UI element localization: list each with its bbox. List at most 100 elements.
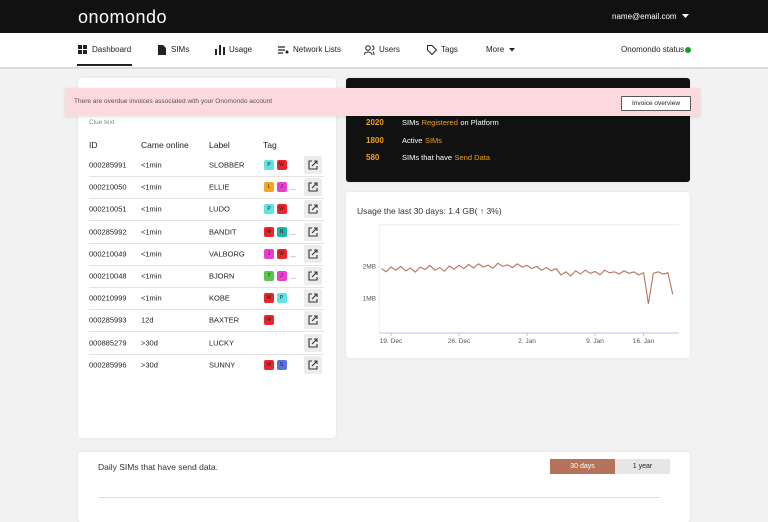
open-button[interactable]: [304, 333, 322, 352]
tag-chip: S: [276, 359, 287, 370]
y-tick-label: 2MB: [363, 264, 376, 271]
came-online: <1min: [141, 249, 162, 259]
sim-id: 000210048: [89, 271, 127, 281]
tag-chip: W: [264, 315, 274, 326]
nav-item[interactable]: Usage: [229, 45, 253, 54]
sim-id: 000285993: [89, 315, 127, 325]
nav-icon: [278, 46, 289, 54]
banner-message: There are overdue invoices associated wi…: [74, 98, 272, 105]
tag-more: ...: [290, 274, 296, 281]
stat-text: Send Data: [454, 153, 490, 162]
nav-icon: [215, 45, 225, 55]
row-divider: [89, 331, 324, 333]
x-tick-label: 26. Dec: [448, 338, 471, 345]
tag-more: ...: [290, 185, 296, 193]
toggle-active[interactable]: 30 days: [550, 459, 615, 474]
user-caret[interactable]: [682, 14, 689, 19]
row-divider: [89, 242, 324, 244]
nav-bar: [0, 33, 768, 69]
sim-label: VALBORG: [209, 249, 245, 259]
tag-chip: J: [276, 271, 287, 281]
stat-text: on Platform: [460, 118, 499, 127]
open-button[interactable]: [304, 311, 322, 330]
open-button[interactable]: [304, 289, 322, 308]
tag-chip: J: [276, 182, 287, 193]
open-button[interactable]: [304, 156, 322, 174]
tag-chip: W: [276, 248, 287, 259]
open-button[interactable]: [304, 178, 322, 197]
usage-line: [380, 262, 674, 304]
row-divider: [89, 198, 324, 200]
x-tick-label: 19. Dec: [380, 338, 403, 345]
daily-title: Daily SIMs that have send data.: [98, 462, 219, 472]
open-button[interactable]: [304, 244, 322, 263]
col-header: Tag: [263, 140, 277, 150]
open-button[interactable]: [304, 267, 322, 285]
row-divider: [89, 264, 324, 266]
top-bar: [0, 0, 768, 33]
sim-label: SLOBBER: [209, 160, 245, 170]
user-email[interactable]: name@email.com: [612, 12, 677, 21]
sim-id: 000285992: [89, 227, 127, 237]
came-online: 12d: [141, 315, 154, 325]
sim-label: BANDIT: [209, 227, 237, 237]
nav-icon: [364, 45, 375, 55]
nav-icon: [78, 45, 87, 54]
status-dot: [685, 47, 691, 53]
nav-item[interactable]: Dashboard: [92, 45, 132, 54]
stat-text: SIMs: [402, 118, 420, 127]
nav-item[interactable]: Users: [379, 45, 400, 54]
nav-item[interactable]: SIMs: [171, 45, 190, 54]
tag-chip: W: [264, 226, 274, 237]
logo[interactable]: onomondo: [78, 7, 168, 27]
col-header: Label: [209, 140, 230, 150]
came-online: <1min: [141, 160, 162, 170]
tag-chip: W: [276, 204, 287, 215]
y-tick-label: 1MB: [363, 296, 376, 303]
sim-id: 000210999: [89, 293, 127, 303]
sim-label: SUNNY: [209, 360, 236, 370]
x-tick-label: 16. Jan: [633, 338, 655, 345]
row-divider: [89, 287, 324, 288]
sim-id: 000210051: [89, 204, 127, 214]
tag-chip: W: [264, 359, 274, 370]
usage-title: Usage the last 30 days: 1.4 GB( ↑ 3%): [357, 206, 502, 216]
sim-id: 000885279: [89, 338, 127, 348]
came-online: <1min: [141, 227, 162, 237]
sim-id: 000210049: [89, 249, 127, 259]
hint: Clue text: [89, 119, 115, 126]
came-online: >30d: [141, 360, 158, 370]
open-button[interactable]: [304, 355, 322, 374]
row-divider: [89, 353, 324, 355]
tag-chip: P: [276, 293, 287, 304]
sims-card: [78, 78, 336, 438]
stat-value: 580: [366, 153, 380, 162]
nav-item[interactable]: Network Lists: [293, 45, 342, 54]
sim-id: 000285996: [89, 360, 127, 370]
stat-text: SIMs that have: [402, 153, 453, 162]
status-label[interactable]: Onomondo status: [621, 45, 685, 54]
tag-more: ...: [290, 251, 296, 259]
tag-chip: W: [264, 293, 274, 304]
tag-chip: P: [264, 160, 274, 170]
divider: [98, 497, 660, 498]
nav-item[interactable]: More: [486, 45, 505, 54]
row-divider: [89, 309, 324, 311]
came-online: >30d: [141, 338, 158, 348]
open-button[interactable]: [304, 222, 322, 241]
col-header: Came online: [141, 140, 189, 150]
came-online: <1min: [141, 271, 162, 281]
invoice-button[interactable]: Invoice overview: [621, 96, 691, 111]
sim-label: BJORN: [209, 271, 235, 281]
toggle[interactable]: 1 year: [615, 459, 670, 474]
sim-label: KOBE: [209, 293, 230, 303]
usage-chart: 1MB 2MB 19. Dec 26. Dec 2. Jan 9. Jan 16. Jan: [363, 224, 679, 345]
tag-chip: T: [264, 271, 274, 281]
stat-text: Registered: [421, 118, 458, 127]
open-button[interactable]: [304, 200, 322, 219]
nav-item[interactable]: Tags: [441, 45, 458, 54]
nav-caret: [509, 48, 515, 52]
stat-value: 2020: [366, 118, 384, 127]
col-header: ID: [89, 140, 98, 150]
came-online: <1min: [141, 182, 162, 192]
